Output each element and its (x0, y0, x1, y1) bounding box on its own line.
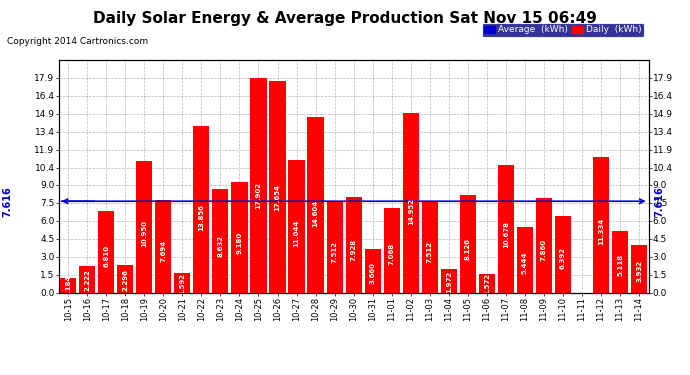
Bar (460, 195, 476, 292)
Text: 11.044: 11.044 (293, 219, 299, 247)
Legend: Average  (kWh), Daily  (kWh): Average (kWh), Daily (kWh) (482, 22, 644, 37)
Bar (155, 200, 171, 292)
Text: 1.184: 1.184 (65, 275, 71, 297)
Text: 2.222: 2.222 (84, 270, 90, 291)
Text: 5.444: 5.444 (522, 252, 528, 274)
Text: 8.632: 8.632 (217, 235, 224, 257)
Bar (175, 273, 190, 292)
Bar (479, 274, 495, 292)
Text: 7.512: 7.512 (332, 241, 337, 263)
Bar (213, 189, 228, 292)
Bar (60, 278, 77, 292)
Bar (497, 165, 514, 292)
Text: 3.660: 3.660 (370, 262, 375, 284)
Text: 8.126: 8.126 (465, 238, 471, 260)
Bar (517, 227, 533, 292)
Text: 6.810: 6.810 (104, 245, 109, 267)
Text: Copyright 2014 Cartronics.com: Copyright 2014 Cartronics.com (7, 38, 148, 46)
Bar (441, 269, 457, 292)
Bar (288, 160, 304, 292)
Text: 7.860: 7.860 (541, 239, 547, 261)
Bar (384, 208, 400, 292)
Text: 3.932: 3.932 (636, 260, 642, 282)
Text: 11.334: 11.334 (598, 218, 604, 245)
Text: Daily Solar Energy & Average Production Sat Nov 15 06:49: Daily Solar Energy & Average Production … (93, 11, 597, 26)
Text: 7.068: 7.068 (388, 243, 395, 266)
Bar (364, 249, 381, 292)
Text: 14.604: 14.604 (313, 200, 319, 227)
Text: 7.694: 7.694 (160, 240, 166, 262)
Bar (403, 113, 419, 292)
Bar (326, 202, 343, 292)
Text: 9.180: 9.180 (237, 232, 242, 254)
Text: 6.392: 6.392 (560, 247, 566, 269)
Text: 1.972: 1.972 (446, 271, 452, 293)
Bar (117, 265, 133, 292)
Bar (555, 216, 571, 292)
Bar (98, 211, 115, 292)
Bar (231, 183, 248, 292)
Text: 2.296: 2.296 (122, 269, 128, 291)
Bar (536, 198, 552, 292)
Bar (250, 78, 266, 292)
Text: 7.928: 7.928 (351, 238, 357, 261)
Bar (269, 81, 286, 292)
Bar (346, 198, 362, 292)
Bar (631, 245, 647, 292)
Bar (593, 157, 609, 292)
Text: 7.616: 7.616 (2, 186, 12, 217)
Text: 5.118: 5.118 (617, 254, 623, 276)
Text: 1.592: 1.592 (179, 273, 186, 295)
Text: 7.616: 7.616 (654, 186, 664, 217)
Bar (79, 266, 95, 292)
Text: 10.678: 10.678 (503, 221, 509, 248)
Text: 1.572: 1.572 (484, 273, 490, 295)
Text: 14.952: 14.952 (408, 198, 414, 225)
Text: 10.950: 10.950 (141, 220, 147, 247)
Bar (193, 126, 210, 292)
Bar (422, 202, 438, 292)
Bar (308, 117, 324, 292)
Text: 7.512: 7.512 (426, 241, 433, 263)
Text: 13.856: 13.856 (199, 204, 204, 231)
Bar (136, 161, 152, 292)
Bar (612, 231, 628, 292)
Text: 17.902: 17.902 (255, 183, 262, 210)
Text: 17.654: 17.654 (275, 184, 281, 211)
